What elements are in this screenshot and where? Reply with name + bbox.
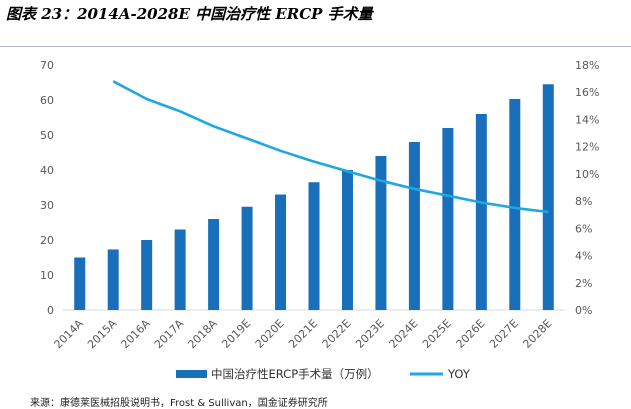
y-right-tick-label: 10% bbox=[575, 168, 599, 181]
source-note: 来源：康德莱医械招股说明书，Frost & Sullivan，国金证券研究所 bbox=[30, 398, 328, 409]
x-tick-label: 2020E bbox=[253, 317, 287, 351]
bar bbox=[208, 219, 220, 310]
legend-bar-label: 中国治疗性ERCP手术量（万例） bbox=[211, 367, 379, 381]
y-left-tick-label: 70 bbox=[40, 59, 54, 72]
y-right-tick-label: 0% bbox=[575, 304, 592, 317]
x-tick-label: 2028E bbox=[520, 317, 554, 351]
y-right-tick-label: 14% bbox=[575, 113, 599, 126]
x-tick-label: 2017A bbox=[152, 317, 187, 352]
x-tick-label: 2022E bbox=[320, 317, 354, 351]
y-left-tick-label: 20 bbox=[40, 234, 54, 247]
bar bbox=[509, 98, 521, 310]
bar bbox=[375, 156, 387, 310]
x-tick-label: 2014A bbox=[52, 317, 87, 352]
bar bbox=[107, 249, 119, 310]
x-tick-label: 2018A bbox=[185, 317, 220, 352]
bar bbox=[442, 128, 454, 310]
y-right-tick-label: 16% bbox=[575, 86, 599, 99]
bar bbox=[275, 194, 287, 310]
x-tick-label: 2019E bbox=[219, 317, 253, 351]
yoy-line bbox=[112, 80, 549, 214]
bar bbox=[408, 142, 420, 310]
bar bbox=[341, 170, 353, 310]
x-tick-label: 2023E bbox=[353, 317, 387, 351]
y-right-tick-label: 2% bbox=[575, 277, 592, 290]
x-tick-label: 2025E bbox=[420, 317, 454, 351]
x-tick-label: 2015A bbox=[85, 317, 120, 352]
x-tick-label: 2027E bbox=[487, 317, 521, 351]
bar bbox=[74, 257, 86, 310]
y-right-tick-label: 6% bbox=[575, 222, 592, 235]
y-left-tick-label: 50 bbox=[40, 129, 54, 142]
chart-title: 图表 23：2014A-2028E 中国治疗性 ERCP 手术量 bbox=[6, 5, 373, 23]
x-tick-label: 2026E bbox=[454, 317, 488, 351]
bar bbox=[542, 84, 554, 310]
y-right-tick-label: 12% bbox=[575, 141, 599, 154]
bar bbox=[475, 114, 487, 310]
y-right-tick-label: 18% bbox=[575, 59, 599, 72]
y-left-tick-label: 60 bbox=[40, 94, 54, 107]
y-left-tick-label: 0 bbox=[47, 304, 54, 317]
legend-bar-swatch bbox=[176, 370, 207, 378]
x-tick-label: 2024E bbox=[387, 317, 421, 351]
y-left-tick-label: 10 bbox=[40, 269, 54, 282]
y-right-tick-label: 8% bbox=[575, 195, 592, 208]
y-right-tick-label: 4% bbox=[575, 250, 592, 263]
y-left-tick-label: 30 bbox=[40, 199, 54, 212]
bar bbox=[174, 229, 186, 310]
legend-line-label: YOY bbox=[447, 367, 471, 381]
y-left-tick-label: 40 bbox=[40, 164, 54, 177]
x-tick-label: 2016A bbox=[118, 317, 153, 352]
bar bbox=[308, 182, 320, 310]
bar bbox=[141, 240, 153, 310]
bar bbox=[241, 206, 253, 310]
x-tick-label: 2021E bbox=[286, 317, 320, 351]
title-divider bbox=[0, 46, 631, 47]
